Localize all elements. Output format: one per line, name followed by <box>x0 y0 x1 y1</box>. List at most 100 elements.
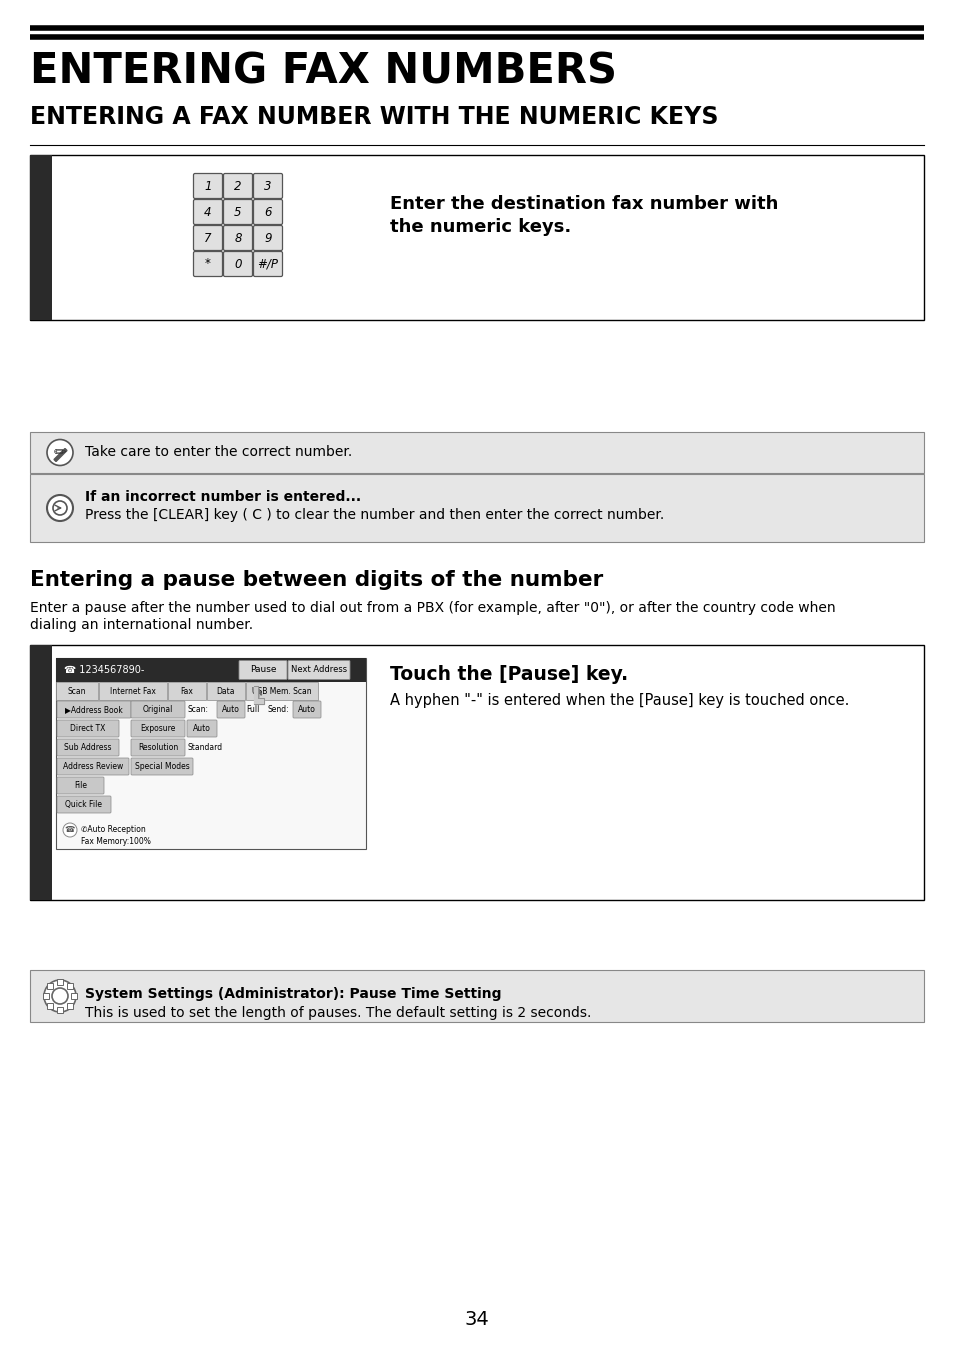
Circle shape <box>47 439 73 466</box>
Text: 0: 0 <box>234 258 241 270</box>
FancyBboxPatch shape <box>131 758 193 775</box>
FancyBboxPatch shape <box>193 226 222 250</box>
Bar <box>30 644 52 900</box>
Bar <box>67 984 72 989</box>
Text: ☎: ☎ <box>65 825 75 835</box>
FancyBboxPatch shape <box>293 701 320 717</box>
FancyBboxPatch shape <box>253 251 282 277</box>
FancyBboxPatch shape <box>57 701 131 717</box>
FancyBboxPatch shape <box>131 701 185 717</box>
Bar <box>56 658 366 682</box>
FancyBboxPatch shape <box>57 758 129 775</box>
FancyBboxPatch shape <box>57 739 119 757</box>
FancyBboxPatch shape <box>223 200 253 224</box>
Text: USB Mem. Scan: USB Mem. Scan <box>252 686 312 696</box>
Text: 6: 6 <box>264 205 272 219</box>
Text: ✏: ✏ <box>53 444 67 459</box>
FancyBboxPatch shape <box>57 796 111 813</box>
Bar <box>47 984 53 989</box>
Circle shape <box>44 979 76 1012</box>
Circle shape <box>53 501 67 515</box>
Text: Auto: Auto <box>222 705 240 713</box>
Bar <box>30 155 923 320</box>
Text: Take care to enter the correct number.: Take care to enter the correct number. <box>85 446 352 459</box>
Text: Resolution: Resolution <box>138 743 178 753</box>
Text: 5: 5 <box>234 205 241 219</box>
Text: *: * <box>205 258 211 270</box>
Text: 3: 3 <box>264 180 272 192</box>
FancyBboxPatch shape <box>193 173 222 199</box>
Text: Next Address: Next Address <box>291 666 347 674</box>
Text: ENTERING FAX NUMBERS: ENTERING FAX NUMBERS <box>30 50 617 92</box>
Text: Auto: Auto <box>193 724 211 734</box>
FancyBboxPatch shape <box>223 226 253 250</box>
Text: Auto: Auto <box>297 705 315 713</box>
Text: File: File <box>74 781 87 790</box>
Bar <box>207 682 245 700</box>
Text: ✆Auto Reception
Fax Memory:100%: ✆Auto Reception Fax Memory:100% <box>81 825 151 846</box>
FancyBboxPatch shape <box>216 701 245 717</box>
Text: dialing an international number.: dialing an international number. <box>30 617 253 632</box>
Text: Press the [CLEAR] key ( C ) to clear the number and then enter the correct numbe: Press the [CLEAR] key ( C ) to clear the… <box>85 508 663 521</box>
FancyBboxPatch shape <box>57 720 119 738</box>
Text: Enter the destination fax number with: Enter the destination fax number with <box>390 195 778 213</box>
Text: 4: 4 <box>204 205 212 219</box>
FancyBboxPatch shape <box>223 173 253 199</box>
Text: Touch the [Pause] key.: Touch the [Pause] key. <box>390 665 627 684</box>
Bar <box>67 1002 72 1009</box>
Text: 34: 34 <box>464 1310 489 1329</box>
FancyBboxPatch shape <box>288 661 350 680</box>
FancyBboxPatch shape <box>193 200 222 224</box>
Bar <box>30 474 923 542</box>
Bar <box>246 682 317 700</box>
FancyBboxPatch shape <box>131 720 185 738</box>
Text: Send:: Send: <box>268 705 290 713</box>
FancyBboxPatch shape <box>253 200 282 224</box>
Text: Fax: Fax <box>180 686 193 696</box>
Bar <box>47 1002 53 1009</box>
Text: 9: 9 <box>264 231 272 245</box>
Text: Scan:: Scan: <box>188 705 209 713</box>
Circle shape <box>52 988 68 1004</box>
Text: Exposure: Exposure <box>140 724 175 734</box>
Text: Quick File: Quick File <box>66 800 102 809</box>
Text: This is used to set the length of pauses. The default setting is 2 seconds.: This is used to set the length of pauses… <box>85 1006 591 1020</box>
Text: 1: 1 <box>204 180 212 192</box>
Text: Pause: Pause <box>250 666 276 674</box>
FancyBboxPatch shape <box>223 251 253 277</box>
Text: Standard: Standard <box>188 743 223 753</box>
Polygon shape <box>253 686 264 704</box>
Polygon shape <box>54 449 67 462</box>
Bar <box>30 155 52 320</box>
Bar <box>30 644 923 900</box>
Text: If an incorrect number is entered...: If an incorrect number is entered... <box>85 490 361 504</box>
Text: Address Review: Address Review <box>63 762 123 771</box>
Bar <box>56 658 366 848</box>
Text: Sub Address: Sub Address <box>64 743 112 753</box>
Text: #/P: #/P <box>257 258 278 270</box>
Text: 7: 7 <box>204 231 212 245</box>
Text: ENTERING A FAX NUMBER WITH THE NUMERIC KEYS: ENTERING A FAX NUMBER WITH THE NUMERIC K… <box>30 105 718 128</box>
Bar <box>30 970 923 1021</box>
Text: Data: Data <box>216 686 235 696</box>
Circle shape <box>63 823 77 838</box>
FancyBboxPatch shape <box>253 173 282 199</box>
Text: Enter a pause after the number used to dial out from a PBX (for example, after ": Enter a pause after the number used to d… <box>30 601 835 615</box>
Text: 2: 2 <box>234 180 241 192</box>
Text: A hyphen "-" is entered when the [Pause] key is touched once.: A hyphen "-" is entered when the [Pause]… <box>390 693 848 708</box>
FancyBboxPatch shape <box>131 739 185 757</box>
FancyBboxPatch shape <box>193 251 222 277</box>
Bar <box>57 979 63 985</box>
Text: the numeric keys.: the numeric keys. <box>390 218 571 236</box>
Bar <box>168 682 206 700</box>
FancyBboxPatch shape <box>57 777 104 794</box>
Bar <box>99 682 167 700</box>
FancyBboxPatch shape <box>187 720 216 738</box>
FancyBboxPatch shape <box>253 226 282 250</box>
Text: Special Modes: Special Modes <box>134 762 190 771</box>
Text: System Settings (Administrator): Pause Time Setting: System Settings (Administrator): Pause T… <box>85 988 501 1001</box>
Circle shape <box>47 494 73 521</box>
Text: Direct TX: Direct TX <box>71 724 106 734</box>
Text: ▶Address Book: ▶Address Book <box>65 705 123 713</box>
Text: Entering a pause between digits of the number: Entering a pause between digits of the n… <box>30 570 602 590</box>
